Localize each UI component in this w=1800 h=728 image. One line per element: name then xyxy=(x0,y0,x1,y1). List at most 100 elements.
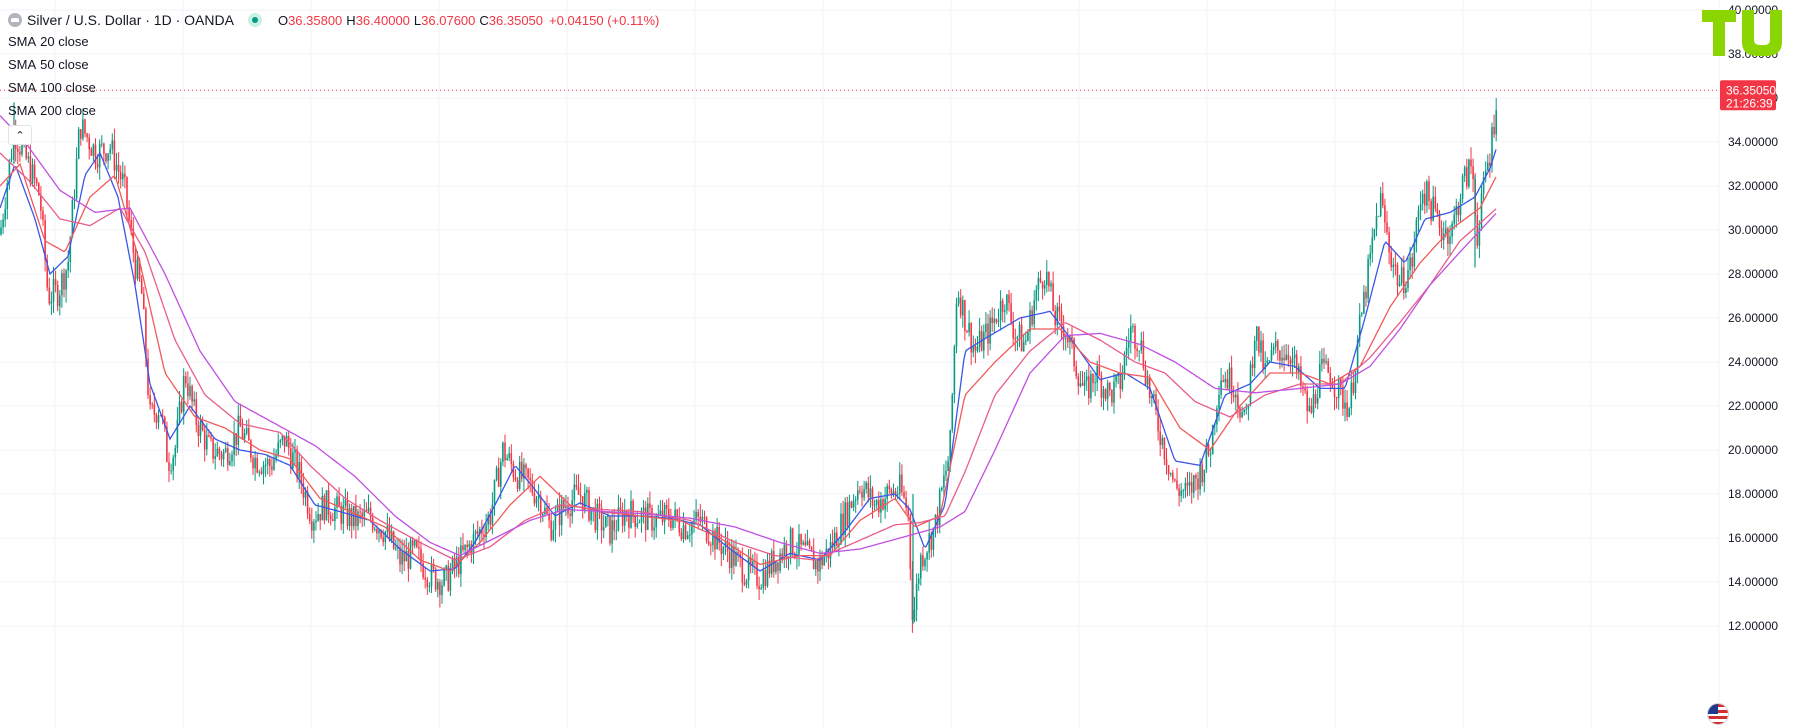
candle-body xyxy=(993,318,996,324)
candle-body xyxy=(145,309,147,359)
candle-body xyxy=(107,153,109,162)
candle-body xyxy=(374,528,376,530)
candle-body xyxy=(1081,383,1084,386)
candle-body xyxy=(1438,213,1441,228)
collapse-indicators-button[interactable]: ⌃ xyxy=(8,125,32,145)
indicator-sma-200[interactable]: SMA 200 close xyxy=(8,99,659,122)
candle-body xyxy=(911,568,914,621)
candle-body xyxy=(1342,386,1344,409)
candle-body xyxy=(453,558,456,568)
candle-body xyxy=(1165,459,1168,466)
candle-body xyxy=(663,505,666,522)
candle-body xyxy=(565,506,567,509)
candle-body xyxy=(491,504,494,525)
axis-tick-label: 18.00000 xyxy=(1728,487,1778,501)
candle-body xyxy=(197,424,200,437)
candle-body xyxy=(947,461,949,471)
indicator-sma-50[interactable]: SMA 50 close xyxy=(8,53,659,76)
candle-body xyxy=(161,415,164,418)
candle-body xyxy=(1132,326,1134,328)
candle-body xyxy=(670,520,672,528)
indicator-sma-20[interactable]: SMA 20 close xyxy=(8,30,659,53)
candle-body xyxy=(367,507,370,512)
candle-body xyxy=(273,459,275,470)
price-chart[interactable] xyxy=(0,0,1720,728)
candle-body xyxy=(766,560,769,586)
candle-body xyxy=(212,438,214,459)
candle-body xyxy=(233,433,235,455)
candle-body xyxy=(340,506,342,524)
candle-body xyxy=(1445,228,1447,234)
candle-body xyxy=(1495,110,1497,135)
current-price-label: 36.35050 xyxy=(1726,83,1776,97)
candle-body xyxy=(840,513,842,544)
candle-body xyxy=(1174,479,1176,481)
candle-body xyxy=(512,463,515,478)
candle-body xyxy=(749,557,752,566)
symbol-legend-row[interactable]: Silver / U.S. Dollar · 1D · OANDA O 36.35… xyxy=(8,10,659,30)
candle-body xyxy=(455,556,458,568)
candle-body xyxy=(103,143,105,154)
candle-body xyxy=(1352,382,1355,394)
chart-area[interactable] xyxy=(0,0,1720,728)
candle-body xyxy=(474,531,477,534)
candle-body xyxy=(1153,394,1155,397)
candle-body xyxy=(1361,313,1363,315)
candle-body xyxy=(172,457,174,471)
candle-body xyxy=(1130,326,1132,341)
candle-body xyxy=(411,540,414,546)
candle-body xyxy=(584,492,586,512)
candle-body xyxy=(632,500,634,516)
candle-body xyxy=(1027,331,1029,341)
candle-body xyxy=(1392,264,1395,268)
candle-body xyxy=(760,588,762,590)
candle-body xyxy=(1398,283,1401,286)
candle-body xyxy=(157,415,160,423)
candle-body xyxy=(636,523,639,527)
candle-body xyxy=(962,300,964,316)
candle-body xyxy=(1222,380,1224,383)
candle-body xyxy=(550,520,552,540)
candle-body xyxy=(720,542,723,554)
candle-body xyxy=(17,148,19,152)
candle-body xyxy=(1232,395,1235,398)
candle-body xyxy=(1251,364,1254,368)
candle-body xyxy=(27,156,30,159)
candle-body xyxy=(1161,437,1164,445)
candle-body xyxy=(1459,198,1462,216)
candle-body xyxy=(955,303,958,347)
candle-body xyxy=(365,509,368,512)
price-axis[interactable]: 12.00000 14.00000 16.00000 18.00000 20.00000… xyxy=(1720,0,1800,728)
candle-body xyxy=(1283,357,1285,361)
candle-body xyxy=(544,507,546,515)
candle-body xyxy=(1407,270,1409,288)
candle-body xyxy=(418,546,420,549)
candle-body xyxy=(966,331,968,333)
candle-body xyxy=(1394,264,1397,266)
candle-body xyxy=(819,555,821,572)
candle-body xyxy=(684,525,687,539)
candle-body xyxy=(785,544,788,559)
candle-body xyxy=(619,507,622,511)
candle-body xyxy=(615,530,618,532)
candle-body xyxy=(1243,409,1245,413)
candle-body xyxy=(836,532,838,546)
candle-body xyxy=(609,515,611,544)
candle-body xyxy=(1176,480,1178,489)
indicator-sma-100[interactable]: SMA 100 close xyxy=(8,76,659,99)
candle-body xyxy=(1224,378,1227,383)
candle-body xyxy=(1247,404,1250,409)
candle-body xyxy=(428,586,431,588)
candle-body xyxy=(1064,337,1067,340)
symbol-title[interactable]: Silver / U.S. Dollar · 1D · OANDA xyxy=(27,12,234,28)
candle-body xyxy=(1079,383,1082,387)
candle-body xyxy=(449,571,452,591)
candle-body xyxy=(712,530,714,546)
candle-body xyxy=(479,528,481,534)
candle-body xyxy=(1478,227,1481,246)
indicator-name: SMA xyxy=(8,34,37,49)
candle-body xyxy=(1260,340,1262,353)
candle-body xyxy=(1121,374,1124,390)
candle-body xyxy=(1018,324,1021,337)
candle-body xyxy=(1310,405,1313,413)
